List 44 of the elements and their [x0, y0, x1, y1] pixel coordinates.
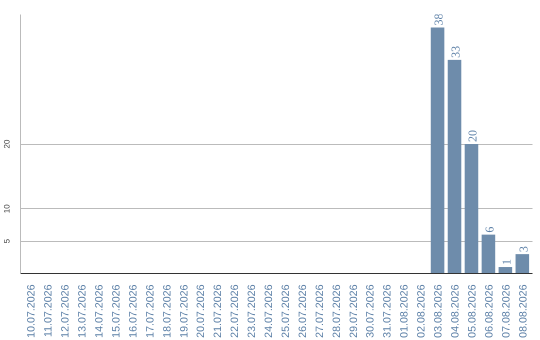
bar	[516, 254, 530, 274]
x-tick-label: 06.08.2026	[483, 284, 496, 338]
x-tick-label: 30.07.2026	[364, 284, 377, 338]
x-tick-label: 23.07.2026	[246, 284, 258, 338]
y-tick-label: 5	[2, 238, 12, 244]
x-tick-label: 10.07.2026	[26, 284, 38, 338]
x-tick-label: 21.07.2026	[212, 284, 224, 338]
bar	[448, 60, 462, 274]
data-label: 33	[448, 46, 463, 58]
data-label: 1	[499, 259, 514, 266]
x-tick-label: 08.08.2026	[517, 284, 530, 338]
bar	[464, 144, 478, 274]
x-tick-label: 28.07.2026	[330, 284, 343, 338]
y-tick-label: 10	[2, 204, 12, 214]
x-tick-label: 01.08.2026	[398, 284, 411, 338]
data-label: 20	[465, 130, 480, 142]
x-tick-label: 31.07.2026	[382, 284, 394, 338]
x-tick-label: 19.07.2026	[178, 284, 190, 338]
x-tick-label: 17.07.2026	[144, 284, 156, 338]
x-tick-label: 29.07.2026	[348, 284, 360, 338]
x-tick-label: 20.07.2026	[195, 284, 208, 338]
x-tick-label: 03.08.2026	[432, 284, 445, 338]
y-tick-label: 20	[2, 139, 12, 148]
data-label: 3	[516, 246, 530, 252]
bar	[482, 234, 496, 274]
x-tick-label: 24.07.2026	[263, 284, 276, 338]
bar	[498, 267, 512, 274]
x-tick-label: 27.07.2026	[314, 284, 326, 338]
x-tick-label: 16.07.2026	[127, 284, 140, 338]
x-tick-label: 04.08.2026	[450, 284, 462, 338]
data-label: 6	[482, 226, 496, 233]
x-tick-label: 14.07.2026	[93, 284, 106, 338]
x-tick-label: 11.07.2026	[42, 284, 55, 338]
x-tick-label: 15.07.2026	[110, 284, 122, 338]
x-tick-label: 02.08.2026	[416, 284, 428, 338]
x-tick-label: 05.08.2026	[466, 284, 478, 338]
x-tick-label: 07.08.2026	[500, 284, 512, 338]
x-tick-label: 13.07.2026	[76, 284, 89, 338]
x-tick-label: 22.07.2026	[229, 284, 242, 338]
x-tick-label: 25.07.2026	[280, 284, 292, 338]
x-tick-label: 18.07.2026	[161, 284, 174, 338]
bar	[430, 27, 444, 274]
x-tick-label: 12.07.2026	[60, 284, 72, 338]
x-tick-label: 26.07.2026	[296, 284, 309, 338]
